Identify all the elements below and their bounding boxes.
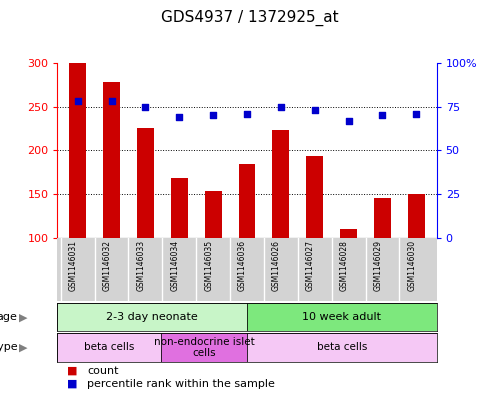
Text: GSM1146031: GSM1146031 xyxy=(69,240,78,291)
Text: GSM1146027: GSM1146027 xyxy=(306,240,315,291)
Text: GSM1146036: GSM1146036 xyxy=(238,240,247,291)
Text: percentile rank within the sample: percentile rank within the sample xyxy=(87,379,275,389)
Point xyxy=(412,110,420,117)
Text: GSM1146029: GSM1146029 xyxy=(373,240,382,291)
Text: beta cells: beta cells xyxy=(317,342,367,353)
Bar xyxy=(69,63,86,238)
Text: GSM1146032: GSM1146032 xyxy=(103,240,112,291)
Text: 2-3 day neonate: 2-3 day neonate xyxy=(106,312,198,322)
Bar xyxy=(340,229,357,238)
Point xyxy=(209,112,217,119)
Point xyxy=(141,103,149,110)
Bar xyxy=(205,191,222,238)
Point xyxy=(243,110,251,117)
Text: GSM1146030: GSM1146030 xyxy=(407,240,416,291)
Bar xyxy=(137,128,154,238)
Text: ▶: ▶ xyxy=(19,312,27,322)
Text: GSM1146026: GSM1146026 xyxy=(272,240,281,291)
Point xyxy=(378,112,386,119)
Bar xyxy=(306,156,323,238)
Bar xyxy=(374,198,391,238)
Text: age: age xyxy=(0,312,17,322)
Text: GSM1146034: GSM1146034 xyxy=(170,240,179,291)
Bar xyxy=(103,82,120,238)
Bar xyxy=(57,303,247,331)
Bar xyxy=(408,194,425,238)
Bar xyxy=(247,303,437,331)
Bar xyxy=(171,178,188,238)
Text: ■: ■ xyxy=(67,365,78,376)
Point xyxy=(108,98,116,105)
Text: cell type: cell type xyxy=(0,342,17,353)
Point xyxy=(345,118,353,124)
Text: GSM1146035: GSM1146035 xyxy=(204,240,213,291)
Text: ▶: ▶ xyxy=(19,342,27,353)
Bar xyxy=(57,333,161,362)
Text: 10 week adult: 10 week adult xyxy=(302,312,381,322)
Bar xyxy=(161,333,247,362)
Point xyxy=(311,107,319,113)
Text: GDS4937 / 1372925_at: GDS4937 / 1372925_at xyxy=(161,10,338,26)
Point xyxy=(175,114,183,120)
Text: beta cells: beta cells xyxy=(84,342,134,353)
Bar xyxy=(239,164,255,238)
Bar xyxy=(247,333,437,362)
Text: GSM1146028: GSM1146028 xyxy=(340,240,349,291)
Point xyxy=(74,98,82,105)
Point xyxy=(277,103,285,110)
Text: count: count xyxy=(87,365,119,376)
Text: ■: ■ xyxy=(67,379,78,389)
Text: GSM1146033: GSM1146033 xyxy=(136,240,145,291)
Text: non-endocrine islet
cells: non-endocrine islet cells xyxy=(154,337,254,358)
Bar xyxy=(272,130,289,238)
